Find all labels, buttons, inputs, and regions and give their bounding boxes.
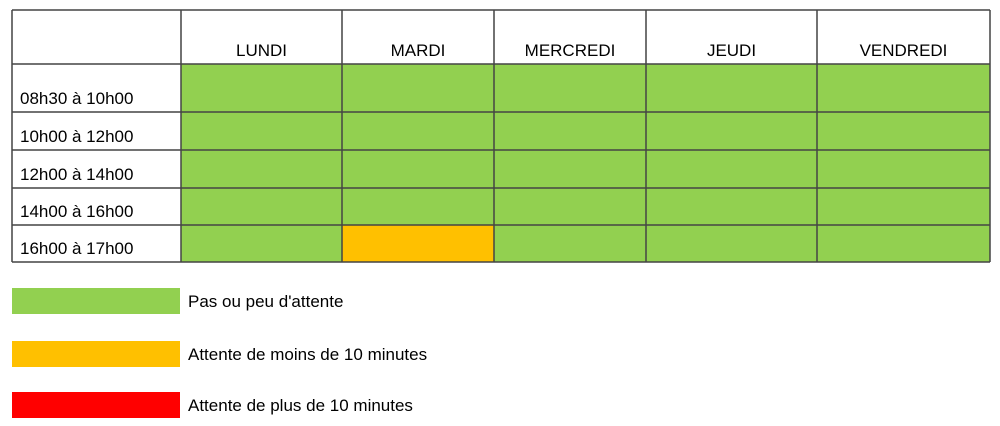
- status-cell: [342, 112, 494, 150]
- row-label: 08h30 à 10h00: [20, 89, 133, 108]
- legend-swatch: [12, 341, 180, 367]
- status-cell: [646, 64, 817, 112]
- status-cell: [181, 225, 342, 262]
- status-cell: [817, 112, 990, 150]
- status-cell: [181, 112, 342, 150]
- column-header: LUNDI: [236, 41, 287, 60]
- status-cell: [646, 188, 817, 225]
- status-cell: [494, 112, 646, 150]
- legend-swatch: [12, 288, 180, 314]
- status-cell: [817, 150, 990, 188]
- legend-swatch: [12, 392, 180, 418]
- status-cell: [817, 188, 990, 225]
- status-cell: [494, 64, 646, 112]
- status-cell: [494, 225, 646, 262]
- status-cell: [342, 188, 494, 225]
- row-label: 16h00 à 17h00: [20, 239, 133, 258]
- status-cell: [494, 188, 646, 225]
- row-label: 14h00 à 16h00: [20, 202, 133, 221]
- column-header: MERCREDI: [525, 41, 616, 60]
- status-cell: [342, 225, 494, 262]
- status-cell: [342, 64, 494, 112]
- status-cell: [342, 150, 494, 188]
- column-header: JEUDI: [707, 41, 756, 60]
- row-label: 12h00 à 14h00: [20, 165, 133, 184]
- status-cell: [646, 225, 817, 262]
- status-cell: [817, 225, 990, 262]
- status-cell: [646, 150, 817, 188]
- legend-label: Attente de plus de 10 minutes: [188, 396, 413, 415]
- status-cell: [181, 150, 342, 188]
- status-cell: [646, 112, 817, 150]
- status-cell: [817, 64, 990, 112]
- column-header: VENDREDI: [860, 41, 948, 60]
- legend-label: Attente de moins de 10 minutes: [188, 345, 427, 364]
- status-cell: [494, 150, 646, 188]
- column-header: MARDI: [391, 41, 446, 60]
- row-label: 10h00 à 12h00: [20, 127, 133, 146]
- legend-label: Pas ou peu d'attente: [188, 292, 343, 311]
- status-cell: [181, 188, 342, 225]
- status-cell: [181, 64, 342, 112]
